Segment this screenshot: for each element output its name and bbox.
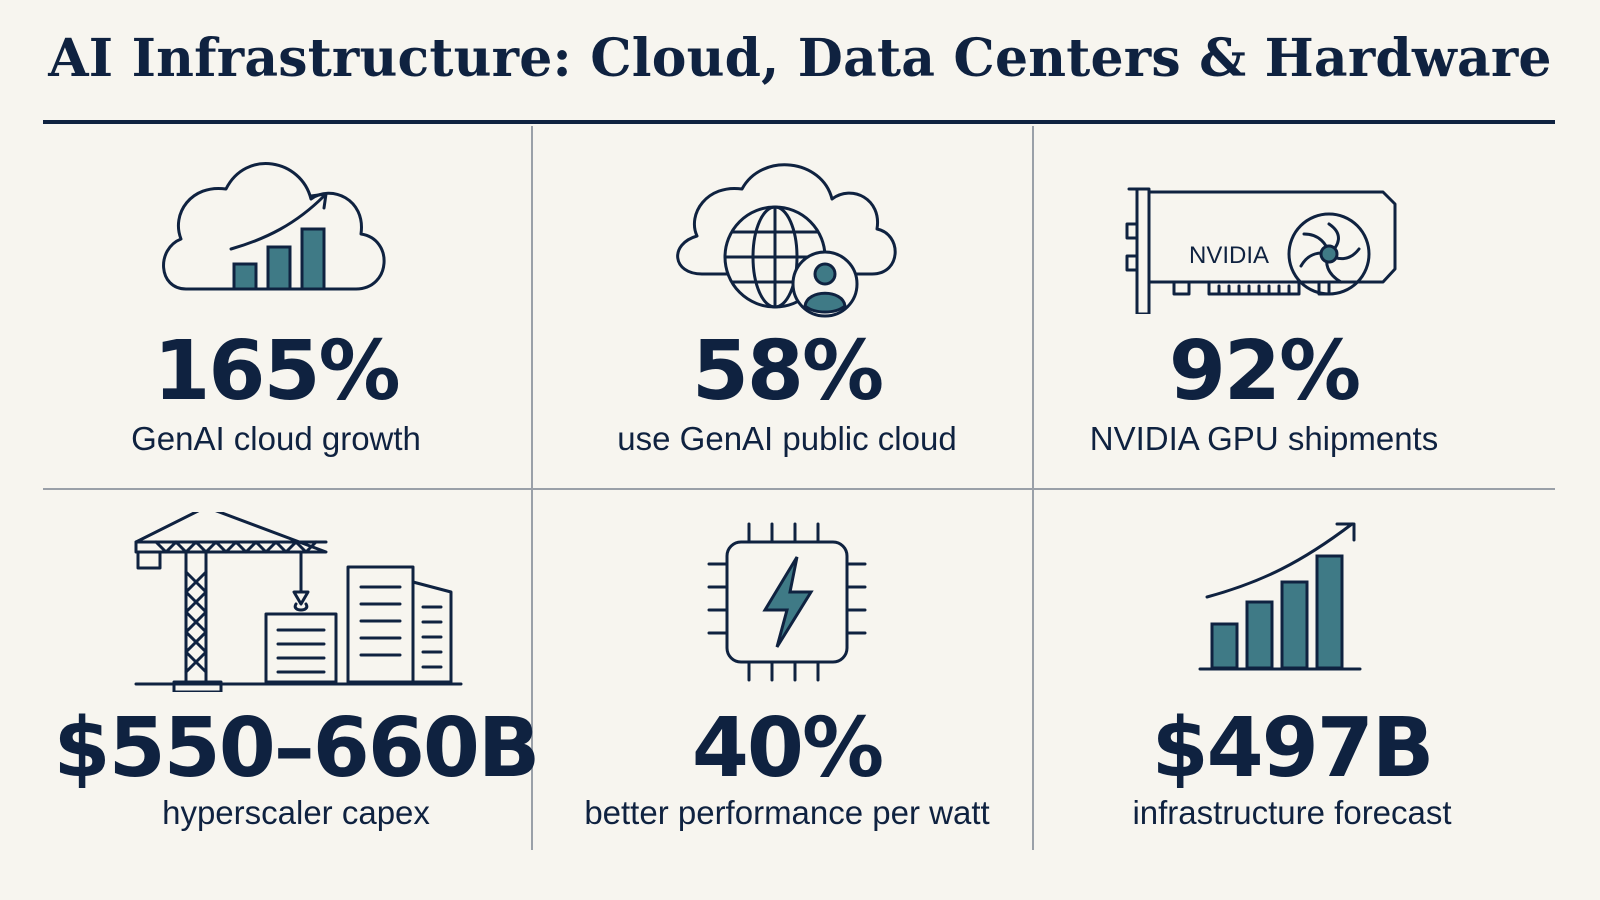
stat-value: $497B	[1151, 701, 1435, 796]
stat-label: better performance per watt	[584, 794, 990, 831]
gpu-card-icon: NVIDIA	[1125, 187, 1397, 314]
stat-label: use GenAI public cloud	[617, 420, 957, 457]
title-divider	[43, 120, 1555, 124]
stat-value: 40%	[691, 701, 884, 796]
page-title: AI Infrastructure: Cloud, Data Centers &…	[48, 28, 1552, 89]
construction-crane-buildings-icon	[134, 512, 463, 692]
bar-chart-growth-icon	[1198, 522, 1362, 671]
stat-value: $550–660B	[53, 701, 541, 796]
cloud-globe-user-icon	[676, 163, 897, 318]
stat-label: NVIDIA GPU shipments	[1089, 420, 1439, 457]
stat-label: infrastructure forecast	[1132, 794, 1452, 831]
stat-value: 165%	[153, 324, 400, 419]
chip-lightning-icon	[707, 522, 867, 682]
grid-divider-horizontal	[43, 488, 1555, 490]
grid-divider-vertical-1	[531, 126, 533, 850]
gpu-brand-text: NVIDIA	[1189, 242, 1269, 269]
cloud-growth-chart-icon	[162, 162, 386, 291]
stat-value: 58%	[691, 324, 884, 419]
stat-value: 92%	[1168, 324, 1361, 419]
stat-label: GenAI cloud growth	[131, 420, 421, 457]
stat-label: hyperscaler capex	[162, 794, 430, 831]
grid-divider-vertical-2	[1032, 126, 1034, 850]
